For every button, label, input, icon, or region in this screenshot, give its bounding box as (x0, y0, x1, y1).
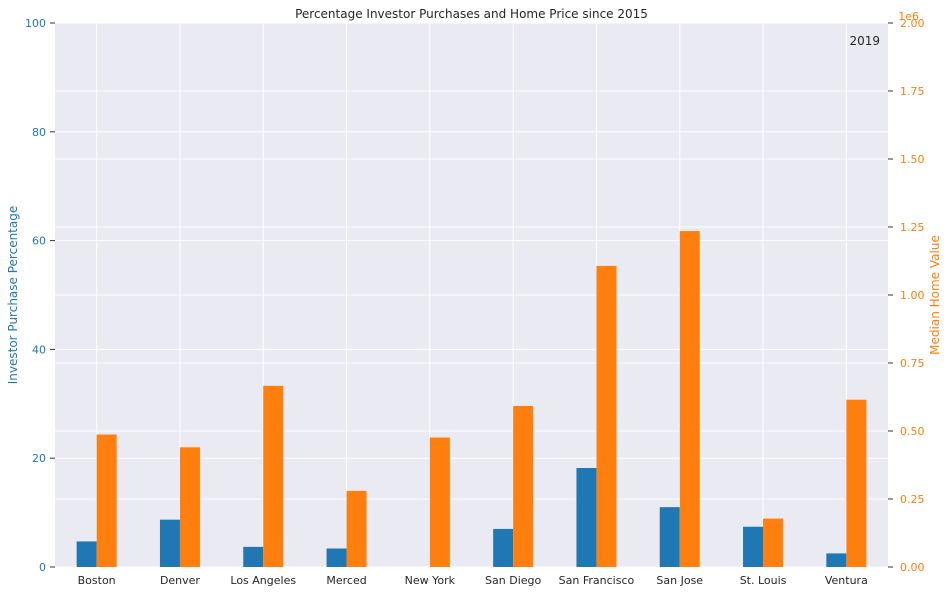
right-axis-label: Median Home Value (928, 235, 942, 355)
x-tick-label: San Francisco (559, 574, 635, 587)
right-tick-label: 1.50 (900, 153, 925, 166)
bar-investor-percentage (76, 541, 97, 567)
right-tick-label: 0.75 (900, 357, 925, 370)
bar-investor-percentage (493, 528, 514, 567)
bar-investor-percentage (326, 548, 347, 567)
year-annotation: 2019 (849, 34, 880, 48)
right-tick-label: 0.25 (900, 493, 925, 506)
bar-median-home-value (179, 447, 200, 567)
x-tick-label: Merced (326, 574, 366, 587)
x-tick-label: San Jose (656, 574, 703, 587)
right-tick-label: 0.00 (900, 561, 925, 574)
right-tick-label: 1.25 (900, 221, 925, 234)
right-axis-offset-label: 1e6 (898, 10, 919, 23)
bar-investor-percentage (743, 526, 764, 567)
x-tick-label: Ventura (825, 574, 868, 587)
left-axis-ticks: 0 20 40 60 80 100 (25, 17, 55, 574)
x-tick-label: San Diego (485, 574, 541, 587)
bar-median-home-value (346, 490, 367, 567)
bar-median-home-value (513, 405, 534, 567)
x-tick-label: Boston (78, 574, 116, 587)
bar-median-home-value (96, 434, 117, 567)
x-tick-label: St. Louis (740, 574, 787, 587)
left-tick-label: 80 (32, 126, 46, 139)
bar-median-home-value (596, 265, 617, 567)
bars (76, 231, 867, 567)
chart-title: Percentage Investor Purchases and Home P… (295, 7, 648, 21)
x-tick-label: New York (405, 574, 456, 587)
x-tick-label: Los Angeles (230, 574, 296, 587)
x-axis-ticks: Boston Denver Los Angeles Merced New York San… (78, 574, 868, 587)
bar-median-home-value (263, 385, 284, 567)
bar-median-home-value (679, 231, 700, 567)
bar-median-home-value (763, 518, 784, 567)
bar-investor-percentage (826, 553, 847, 567)
right-axis-ticks: 0.00 0.25 0.50 0.75 1.00 1.25 1.50 1.75 2.00 (888, 17, 925, 574)
left-tick-label: 60 (32, 235, 46, 248)
bar-median-home-value (846, 399, 867, 567)
right-tick-label: 1.75 (900, 85, 925, 98)
bar-median-home-value (429, 437, 450, 567)
bar-investor-percentage (159, 519, 180, 567)
right-tick-label: 0.50 (900, 425, 925, 438)
bar-investor-percentage (659, 507, 680, 567)
bar-investor-percentage (243, 546, 264, 567)
x-tick-label: Denver (160, 574, 200, 587)
bar-investor-percentage (576, 467, 597, 567)
left-tick-label: 40 (32, 343, 46, 356)
left-tick-label: 20 (32, 452, 46, 465)
left-tick-label: 0 (39, 561, 46, 574)
right-tick-label: 2.00 (900, 17, 925, 30)
left-axis-label: Investor Purchase Percentage (6, 206, 20, 385)
right-tick-label: 1.00 (900, 289, 925, 302)
left-tick-label: 100 (25, 17, 46, 30)
